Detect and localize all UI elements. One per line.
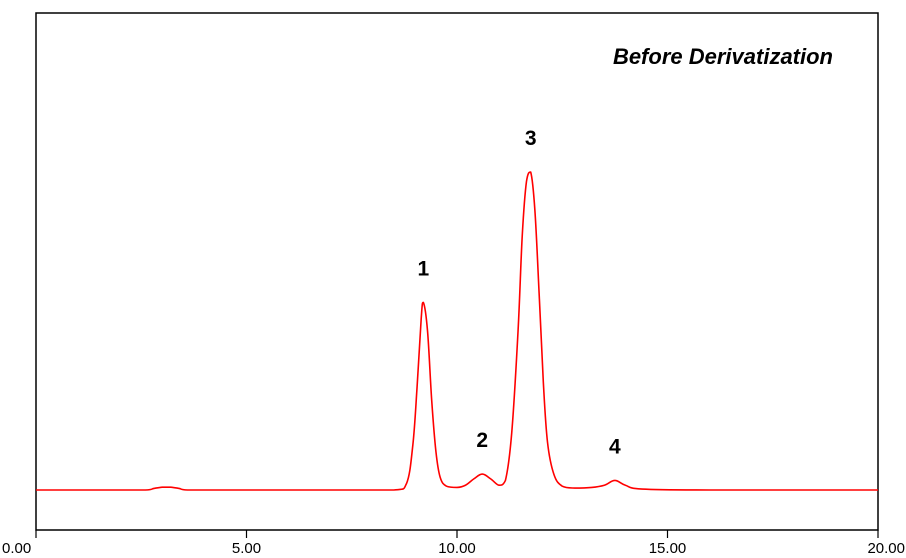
peak-label-3: 3	[525, 127, 537, 150]
chromatogram-trace	[36, 171, 878, 491]
plot-frame	[35, 12, 879, 531]
peak-label-1: 1	[417, 257, 429, 280]
x-tick-label: 5.00	[232, 540, 261, 557]
x-tick-label: 10.00	[438, 540, 476, 557]
x-axis: 0.00 5.00 10.00 15.00 20.00	[2, 530, 905, 557]
chart-title: Before Derivatization	[613, 44, 833, 69]
x-tick-label: 0.00	[2, 540, 31, 557]
peak-label-4: 4	[609, 435, 621, 458]
x-tick-label: 20.00	[867, 540, 905, 557]
peak-labels: 1 2 3 4	[417, 127, 621, 458]
x-tick-label: 15.00	[649, 540, 687, 557]
peak-label-2: 2	[476, 429, 488, 452]
